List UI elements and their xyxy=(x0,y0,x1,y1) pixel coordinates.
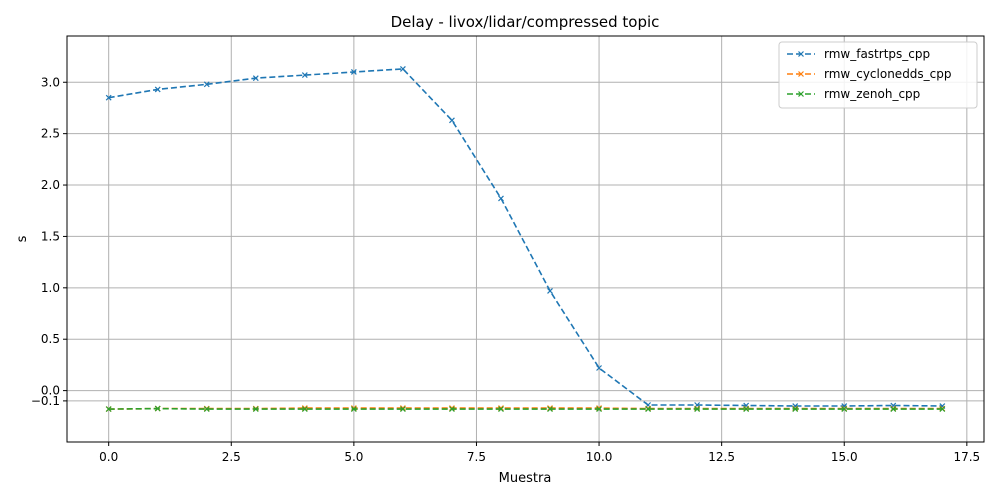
data-point xyxy=(743,406,750,413)
x-marker xyxy=(449,406,455,413)
x-marker xyxy=(449,117,455,124)
data-point xyxy=(596,406,602,413)
series-line-rmw_fastrtps_cpp xyxy=(108,68,943,407)
legend-label: rmw_zenoh_cpp xyxy=(824,87,920,101)
data-point xyxy=(350,406,357,413)
data-point xyxy=(105,94,112,101)
legend-label: rmw_fastrtps_cpp xyxy=(824,47,930,61)
x-axis-label: Muestra xyxy=(499,471,552,486)
y-axis-label: s xyxy=(15,235,30,242)
data-point xyxy=(547,406,553,413)
x-marker xyxy=(154,405,161,412)
data-point xyxy=(596,365,602,371)
x-tick-label: 7.5 xyxy=(467,450,486,464)
x-marker xyxy=(399,65,406,72)
data-point xyxy=(105,406,112,413)
data-point xyxy=(154,405,161,412)
legend-label: rmw_cyclonedds_cpp xyxy=(824,67,952,81)
legend-marker xyxy=(798,91,804,97)
x-marker xyxy=(645,406,652,413)
data-point xyxy=(939,406,946,413)
x-marker xyxy=(498,406,504,413)
data-point xyxy=(498,195,504,202)
x-marker xyxy=(203,81,210,88)
data-point xyxy=(841,406,848,413)
x-marker xyxy=(939,406,946,413)
x-marker xyxy=(350,406,357,413)
x-marker xyxy=(203,406,210,413)
x-marker xyxy=(596,406,602,413)
x-marker xyxy=(399,406,406,413)
series-line-rmw_zenoh_cpp xyxy=(108,407,943,410)
x-marker xyxy=(890,406,897,413)
data-point xyxy=(203,406,210,413)
x-tick-label: 0.0 xyxy=(99,450,118,464)
x-marker xyxy=(547,405,553,412)
data-point xyxy=(694,406,701,413)
x-marker xyxy=(792,406,799,413)
data-point xyxy=(792,406,799,413)
data-point xyxy=(203,81,210,88)
y-tick-label: 0.0 xyxy=(41,384,60,398)
x-marker xyxy=(743,406,750,413)
x-marker xyxy=(596,365,602,371)
data-point xyxy=(252,406,259,413)
x-marker xyxy=(547,287,553,294)
y-tick-label: 2.5 xyxy=(41,127,60,141)
legend-item: rmw_cyclonedds_cpp xyxy=(787,67,952,81)
data-point xyxy=(399,406,406,413)
x-marker xyxy=(301,406,308,413)
legend-box xyxy=(778,41,978,109)
x-tick-label: 17.5 xyxy=(953,450,980,464)
x-tick-label: 15.0 xyxy=(831,450,858,464)
legend-marker xyxy=(798,51,804,57)
legend-item: rmw_fastrtps_cpp xyxy=(787,47,930,61)
data-point xyxy=(449,406,455,413)
x-marker xyxy=(252,406,259,413)
x-tick-label: 12.5 xyxy=(708,450,735,464)
data-point xyxy=(498,406,504,413)
x-marker xyxy=(841,406,848,413)
grid xyxy=(67,36,984,442)
x-marker xyxy=(694,406,701,413)
data-point xyxy=(350,69,357,75)
y-tick-label: 1.5 xyxy=(41,229,60,243)
y-tick-label: 2.0 xyxy=(41,178,60,192)
data-point xyxy=(645,406,652,413)
x-marker xyxy=(498,195,504,202)
y-tick-label: 3.0 xyxy=(41,75,60,89)
data-point xyxy=(890,406,897,413)
data-point xyxy=(301,406,308,413)
x-marker xyxy=(154,86,161,93)
x-marker xyxy=(449,405,455,412)
x-marker xyxy=(105,406,112,413)
x-marker xyxy=(105,94,112,101)
y-tick-label: 0.5 xyxy=(41,332,60,346)
ticks: 0.0 2.5 5.0 7.5 10.0 12.5 15.0 17.5 0.0 0.5 1.0 1.5… xyxy=(31,75,980,464)
x-marker xyxy=(301,72,308,78)
legend-marker xyxy=(798,71,804,77)
series-layer xyxy=(105,65,946,413)
chart-title: Delay - livox/lidar/compressed topic xyxy=(391,13,660,31)
y-tick-label: −0.1 xyxy=(31,394,60,408)
plot-frame xyxy=(66,35,985,443)
data-point xyxy=(154,86,161,93)
legend: rmw_fastrtps_cpp rmw_cyclonedds_cpp rmw_ze… xyxy=(778,41,978,109)
data-point xyxy=(252,75,259,82)
x-marker xyxy=(547,406,553,413)
data-point xyxy=(449,117,455,124)
data-point xyxy=(399,65,406,72)
x-tick-label: 2.5 xyxy=(222,450,241,464)
x-marker xyxy=(252,75,259,82)
legend-item: rmw_zenoh_cpp xyxy=(787,87,920,101)
x-marker xyxy=(350,69,357,75)
y-tick-label: 1.0 xyxy=(41,281,60,295)
data-point xyxy=(547,287,553,294)
x-tick-label: 5.0 xyxy=(344,450,363,464)
data-point xyxy=(301,72,308,78)
x-tick-label: 10.0 xyxy=(586,450,613,464)
